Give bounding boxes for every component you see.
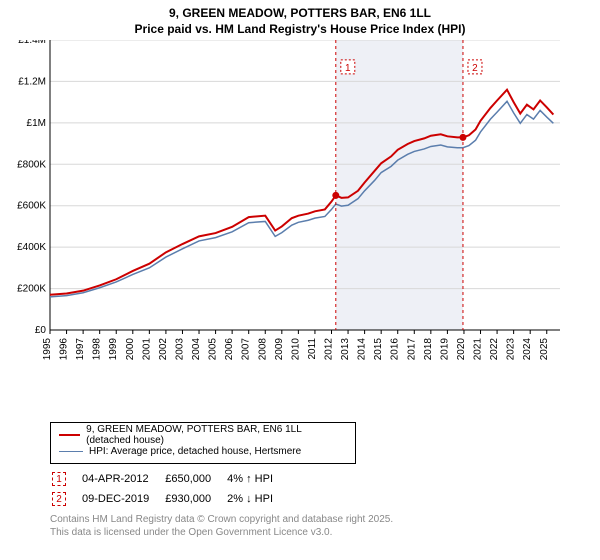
svg-text:£1M: £1M bbox=[27, 118, 46, 129]
svg-text:2011: 2011 bbox=[307, 338, 318, 360]
chart-area: £0 £200K £400K £600K £800K £1M £1.2M £1.4M 1995 1… bbox=[0, 40, 600, 410]
table-row: 1 04-APR-2012 £650,000 4% ↑ HPI bbox=[52, 470, 287, 488]
legend-label: 9, GREEN MEADOW, POTTERS BAR, EN6 1LL (d… bbox=[86, 424, 347, 446]
footnote: Contains HM Land Registry data © Crown c… bbox=[50, 514, 600, 539]
svg-text:2018: 2018 bbox=[423, 338, 434, 361]
sales-table: 1 04-APR-2012 £650,000 4% ↑ HPI 2 09-DEC… bbox=[50, 468, 289, 510]
svg-text:£800K: £800K bbox=[17, 159, 46, 170]
svg-text:2015: 2015 bbox=[373, 338, 384, 361]
table-row: 2 09-DEC-2019 £930,000 2% ↓ HPI bbox=[52, 490, 287, 508]
svg-text:£0: £0 bbox=[35, 325, 47, 336]
svg-text:2014: 2014 bbox=[357, 338, 368, 361]
svg-text:2002: 2002 bbox=[158, 338, 169, 361]
svg-text:2006: 2006 bbox=[224, 338, 235, 361]
svg-text:2003: 2003 bbox=[174, 338, 185, 361]
svg-text:2004: 2004 bbox=[191, 338, 202, 361]
sale-price: £650,000 bbox=[165, 470, 225, 488]
svg-text:2008: 2008 bbox=[257, 338, 268, 361]
svg-text:1997: 1997 bbox=[75, 338, 86, 361]
svg-text:2022: 2022 bbox=[489, 338, 500, 361]
svg-text:2007: 2007 bbox=[241, 338, 252, 361]
svg-text:2021: 2021 bbox=[473, 338, 484, 361]
legend-label: HPI: Average price, detached house, Hert… bbox=[89, 446, 301, 457]
sale-date: 09-DEC-2019 bbox=[82, 490, 163, 508]
sale-date: 04-APR-2012 bbox=[82, 470, 163, 488]
svg-text:2020: 2020 bbox=[456, 338, 467, 361]
legend-swatch bbox=[59, 451, 83, 452]
svg-text:2013: 2013 bbox=[340, 338, 351, 361]
svg-text:2009: 2009 bbox=[274, 338, 285, 361]
svg-text:£600K: £600K bbox=[17, 201, 46, 212]
svg-text:1996: 1996 bbox=[59, 338, 70, 361]
chart-title-line2: Price paid vs. HM Land Registry's House … bbox=[0, 22, 600, 36]
legend-swatch bbox=[59, 434, 80, 436]
svg-text:£1.2M: £1.2M bbox=[18, 76, 46, 87]
svg-text:£1.4M: £1.4M bbox=[18, 40, 46, 46]
sale-delta: 4% ↑ HPI bbox=[227, 470, 287, 488]
svg-text:£400K: £400K bbox=[17, 242, 46, 253]
legend: 9, GREEN MEADOW, POTTERS BAR, EN6 1LL (d… bbox=[50, 422, 356, 464]
svg-text:2016: 2016 bbox=[390, 338, 401, 361]
svg-text:2012: 2012 bbox=[323, 338, 334, 361]
sale-delta: 2% ↓ HPI bbox=[227, 490, 287, 508]
svg-text:2019: 2019 bbox=[439, 338, 450, 361]
marker-badge: 1 bbox=[52, 472, 66, 486]
svg-text:£200K: £200K bbox=[17, 284, 46, 295]
marker-badge: 2 bbox=[52, 492, 66, 506]
svg-text:2010: 2010 bbox=[290, 338, 301, 361]
svg-text:2024: 2024 bbox=[522, 338, 533, 361]
svg-text:2017: 2017 bbox=[406, 338, 417, 361]
footnote-line: Contains HM Land Registry data © Crown c… bbox=[50, 514, 600, 527]
svg-text:2001: 2001 bbox=[141, 338, 152, 361]
svg-text:2000: 2000 bbox=[125, 338, 136, 361]
svg-text:2023: 2023 bbox=[506, 338, 517, 361]
sale-price: £930,000 bbox=[165, 490, 225, 508]
svg-text:2025: 2025 bbox=[539, 338, 550, 361]
svg-text:2005: 2005 bbox=[208, 338, 219, 361]
svg-text:1999: 1999 bbox=[108, 338, 119, 361]
svg-text:1995: 1995 bbox=[42, 338, 53, 361]
svg-text:1: 1 bbox=[345, 63, 351, 74]
chart-title-line1: 9, GREEN MEADOW, POTTERS BAR, EN6 1LL bbox=[0, 6, 600, 20]
footnote-line: This data is licensed under the Open Gov… bbox=[50, 527, 600, 540]
svg-text:1998: 1998 bbox=[92, 338, 103, 361]
legend-item: 9, GREEN MEADOW, POTTERS BAR, EN6 1LL (d… bbox=[59, 427, 347, 443]
svg-text:2: 2 bbox=[472, 63, 478, 74]
